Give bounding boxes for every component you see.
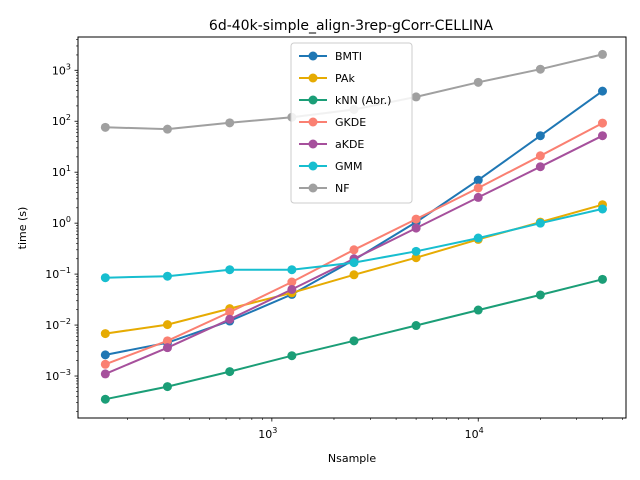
data-point-knn-abr bbox=[597, 274, 607, 284]
x-tick-label: 104 bbox=[465, 426, 484, 441]
data-point-gkde bbox=[287, 277, 297, 287]
legend-marker-nf bbox=[308, 183, 318, 193]
data-point-akde bbox=[535, 162, 545, 172]
data-point-gkde bbox=[162, 336, 172, 346]
data-point-knn-abr bbox=[411, 321, 421, 331]
data-point-pak bbox=[162, 320, 172, 330]
y-tick-label: 101 bbox=[52, 164, 71, 179]
data-point-gmm bbox=[287, 265, 297, 275]
legend-label-gkde: GKDE bbox=[335, 116, 366, 129]
data-point-gkde bbox=[473, 183, 483, 193]
data-point-bmti bbox=[597, 86, 607, 96]
data-point-akde bbox=[473, 192, 483, 202]
legend-label-akde: aKDE bbox=[335, 138, 364, 151]
x-axis-label: Nsample bbox=[328, 452, 376, 465]
data-point-knn-abr bbox=[100, 394, 110, 404]
data-point-pak bbox=[411, 253, 421, 263]
series-line-pak bbox=[105, 203, 603, 335]
data-point-gmm bbox=[535, 218, 545, 228]
data-point-knn-abr bbox=[535, 290, 545, 300]
y-tick-label: 10−1 bbox=[45, 266, 71, 281]
data-point-nf bbox=[597, 49, 607, 59]
data-point-bmti bbox=[473, 175, 483, 185]
data-point-akde bbox=[162, 343, 172, 353]
legend-marker-knn-abr bbox=[308, 95, 318, 105]
data-point-knn-abr bbox=[162, 382, 172, 392]
data-point-akde bbox=[225, 314, 235, 324]
data-point-nf bbox=[535, 64, 545, 74]
data-point-knn-abr bbox=[287, 351, 297, 361]
data-point-gmm bbox=[225, 265, 235, 275]
data-point-bmti bbox=[535, 131, 545, 141]
data-point-gkde bbox=[225, 307, 235, 317]
data-point-gkde bbox=[597, 118, 607, 128]
plot-frame bbox=[77, 36, 627, 419]
data-point-gmm bbox=[597, 204, 607, 214]
data-point-akde bbox=[287, 284, 297, 294]
data-point-gmm bbox=[349, 258, 359, 268]
data-point-nf bbox=[473, 77, 483, 87]
data-point-gkde bbox=[535, 151, 545, 161]
data-point-pak bbox=[349, 270, 359, 280]
legend-marker-akde bbox=[308, 139, 318, 149]
data-point-nf bbox=[225, 118, 235, 128]
y-tick-label: 102 bbox=[52, 113, 71, 128]
data-point-akde bbox=[100, 369, 110, 379]
series-line-gmm bbox=[105, 207, 603, 279]
data-point-pak bbox=[100, 329, 110, 339]
data-point-gmm bbox=[411, 246, 421, 256]
x-axis-ticks: 103 104 bbox=[127, 418, 623, 441]
y-tick-label: 10−3 bbox=[45, 368, 71, 383]
y-tick-label: 10−2 bbox=[45, 317, 71, 332]
x-tick-label: 103 bbox=[258, 426, 277, 441]
data-point-knn-abr bbox=[473, 305, 483, 315]
data-point-knn-abr bbox=[225, 367, 235, 377]
data-point-nf bbox=[100, 122, 110, 132]
legend-label-pak: PAk bbox=[335, 72, 355, 85]
chart-title: 6d-40k-simple_align-3rep-gCorr-CELLINA bbox=[209, 18, 494, 34]
data-point-knn-abr bbox=[349, 336, 359, 346]
legend-marker-bmti bbox=[308, 51, 318, 61]
data-point-gkde bbox=[411, 214, 421, 224]
legend-label-bmti: BMTI bbox=[335, 50, 362, 63]
legend-marker-pak bbox=[308, 73, 318, 83]
y-tick-label: 103 bbox=[52, 62, 71, 77]
data-point-gmm bbox=[162, 271, 172, 281]
y-tick-label: 100 bbox=[52, 215, 71, 230]
legend-label-gmm: GMM bbox=[335, 160, 363, 173]
data-point-gkde bbox=[349, 245, 359, 255]
data-point-bmti bbox=[100, 350, 110, 360]
legend-label-nf: NF bbox=[335, 182, 350, 195]
legend-marker-gmm bbox=[308, 161, 318, 171]
y-axis-ticks: 10−3 10−2 10−1 100 101 102 103 bbox=[45, 39, 78, 412]
legend-marker-gkde bbox=[308, 117, 318, 127]
data-point-gmm bbox=[100, 273, 110, 283]
data-point-nf bbox=[162, 124, 172, 134]
data-point-gmm bbox=[473, 233, 483, 243]
legend-label-knn-abr: kNN (Abr.) bbox=[335, 94, 391, 107]
data-point-gkde bbox=[100, 359, 110, 369]
y-axis-label: time (s) bbox=[16, 207, 29, 250]
legend: BMTI PAk kNN (Abr.) GKDE aKDE GMM NF bbox=[290, 42, 413, 204]
legend-box bbox=[290, 42, 413, 204]
data-point-nf bbox=[411, 92, 421, 102]
data-point-akde bbox=[597, 131, 607, 141]
data-point-akde bbox=[411, 223, 421, 233]
